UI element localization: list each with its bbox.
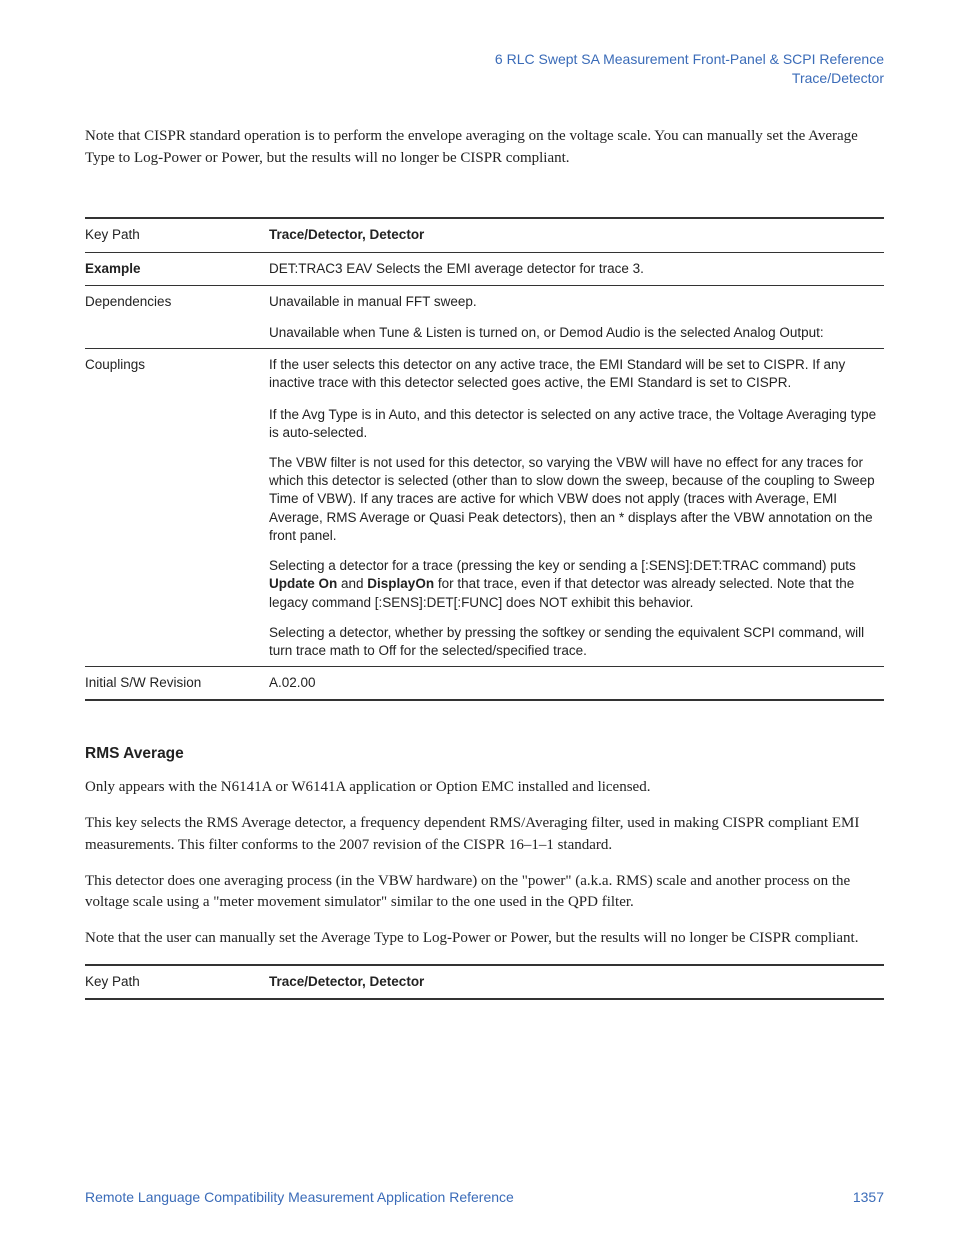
header-line-1: 6 RLC Swept SA Measurement Front-Panel &… — [85, 50, 884, 69]
intro-paragraph: Note that CISPR standard operation is to… — [85, 126, 884, 170]
section-paragraph: Only appears with the N6141A or W6141A a… — [85, 777, 884, 799]
table-row-value: Trace/Detector, Detector — [269, 965, 884, 999]
page-header: 6 RLC Swept SA Measurement Front-Panel &… — [85, 50, 884, 88]
page-footer: Remote Language Compatibility Measuremen… — [85, 1189, 884, 1205]
table-row-label: Example — [85, 252, 269, 285]
table-row-value: Unavailable when Tune & Listen is turned… — [269, 318, 884, 349]
section-paragraph: Note that the user can manually set the … — [85, 928, 884, 950]
table-row-value: Selecting a detector, whether by pressin… — [269, 618, 884, 667]
table-row-value: If the Avg Type is in Auto, and this det… — [269, 400, 884, 448]
table-row-value: Selecting a detector for a trace (pressi… — [269, 551, 884, 618]
table-row-value: DET:TRAC3 EAV Selects the EMI average de… — [269, 252, 884, 285]
table-row-value: If the user selects this detector on any… — [269, 349, 884, 400]
footer-page-number: 1357 — [853, 1189, 884, 1205]
section-heading-rms-average: RMS Average — [85, 745, 884, 763]
table-row-label — [85, 318, 269, 349]
table-row-label: Key Path — [85, 965, 269, 999]
reference-table-2: Key PathTrace/Detector, Detector — [85, 964, 884, 1000]
table-row-value: The VBW filter is not used for this dete… — [269, 448, 884, 551]
table-row-label: Initial S/W Revision — [85, 667, 269, 701]
reference-table-1: Key PathTrace/Detector, DetectorExampleD… — [85, 217, 884, 701]
table-row-value: Trace/Detector, Detector — [269, 218, 884, 252]
table-row-label: Dependencies — [85, 285, 269, 318]
table-row-label — [85, 448, 269, 551]
table-row-label: Couplings — [85, 349, 269, 400]
table-row-label — [85, 551, 269, 618]
table-row-value: Unavailable in manual FFT sweep. — [269, 285, 884, 318]
section-body: Only appears with the N6141A or W6141A a… — [85, 777, 884, 950]
page: 6 RLC Swept SA Measurement Front-Panel &… — [0, 0, 954, 1235]
section-paragraph: This key selects the RMS Average detecto… — [85, 813, 884, 857]
section-paragraph: This detector does one averaging process… — [85, 871, 884, 915]
table-row-value: A.02.00 — [269, 667, 884, 701]
table-row-label — [85, 400, 269, 448]
footer-doc-title: Remote Language Compatibility Measuremen… — [85, 1189, 514, 1205]
table-row-label — [85, 618, 269, 667]
table-row-label: Key Path — [85, 218, 269, 252]
header-line-2: Trace/Detector — [85, 69, 884, 88]
